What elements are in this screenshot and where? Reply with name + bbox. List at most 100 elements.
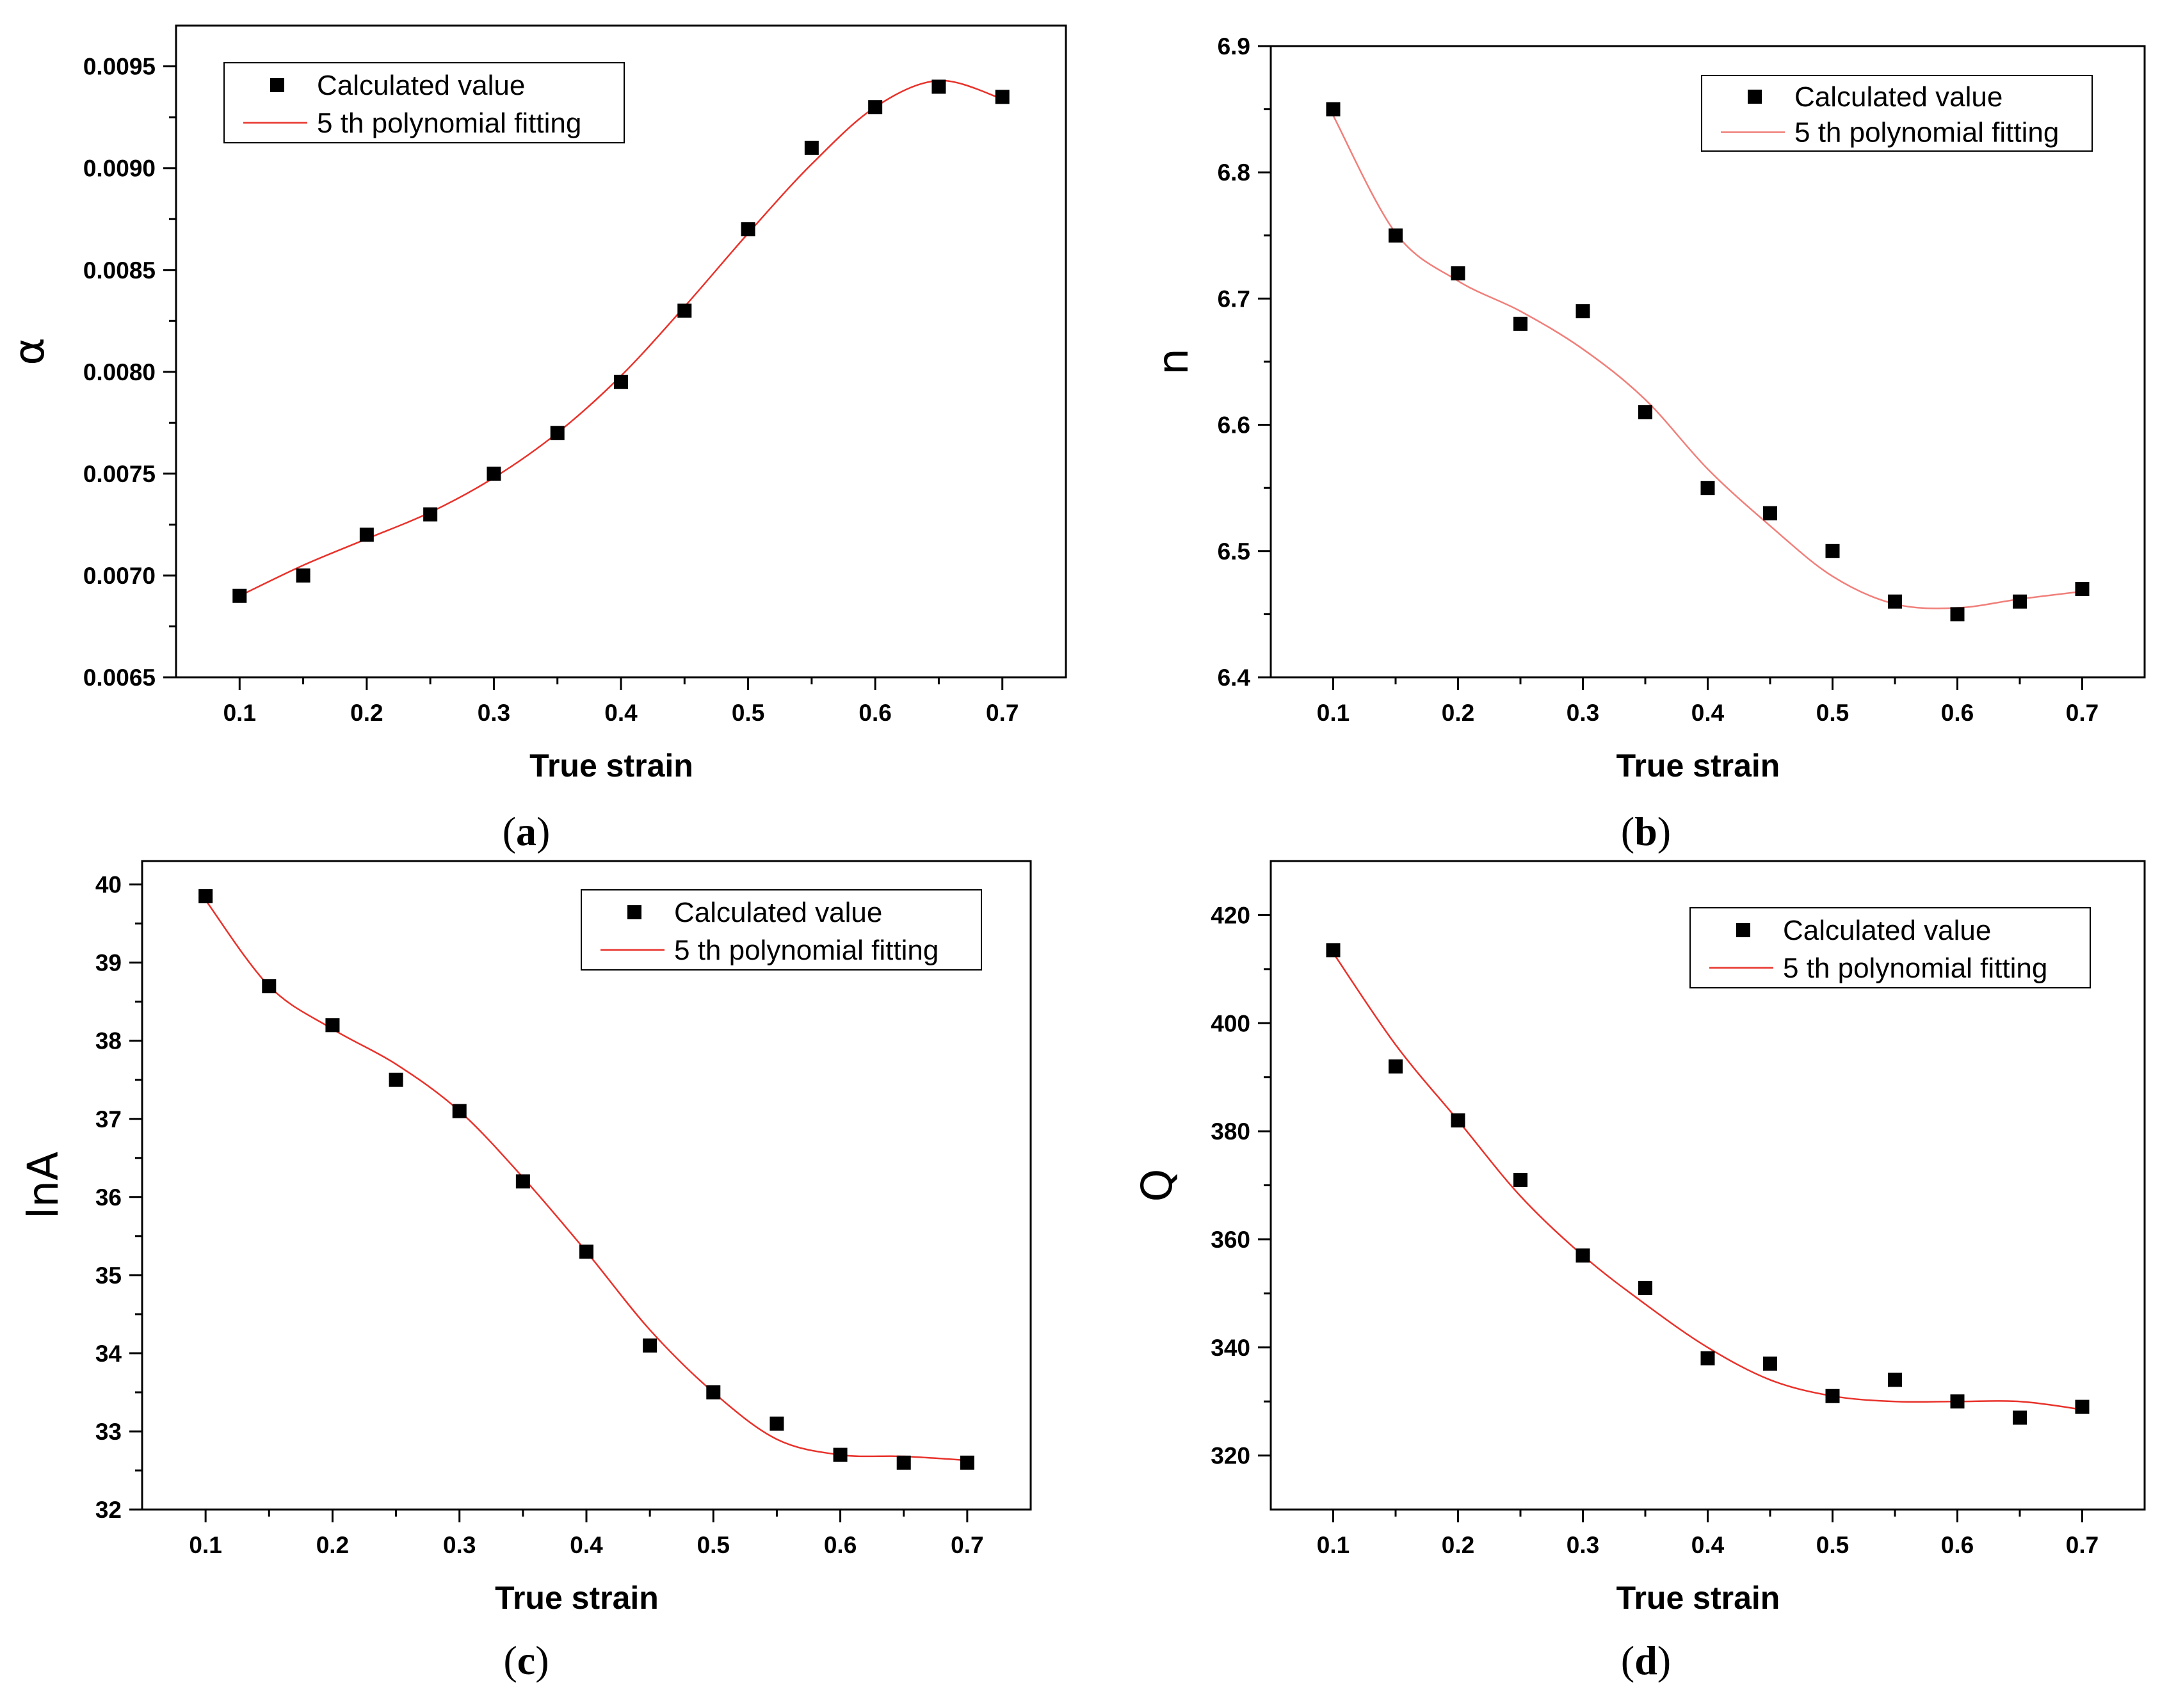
data-point bbox=[579, 1245, 593, 1259]
x-axis-title: True strain bbox=[529, 748, 693, 784]
x-tick-label: 0.3 bbox=[1567, 700, 1599, 726]
chart-panel-c: 0.1 0.2 0.3 0.4 0.5 0.6 0.7 32 33 34 35 36 37 38 39 40 T… bbox=[19, 860, 1032, 1683]
x-tick-label: 0.7 bbox=[986, 700, 1019, 726]
x-tick-label: 0.5 bbox=[697, 1532, 730, 1558]
x-tick-label: 0.1 bbox=[1317, 1532, 1350, 1558]
fit-curve bbox=[1332, 115, 2083, 609]
data-point bbox=[325, 1018, 340, 1033]
legend-label-calculated: Calculated value bbox=[317, 70, 525, 101]
chart-panel-d: 0.1 0.2 0.3 0.4 0.5 0.6 0.7 320 340 360 380 400 420 T… bbox=[1132, 860, 2146, 1683]
x-tick-label: 0.3 bbox=[1567, 1532, 1599, 1558]
x-tick-label: 0.1 bbox=[189, 1532, 222, 1558]
x-tick-label: 0.7 bbox=[2066, 700, 2099, 726]
legend-label-calculated: Calculated value bbox=[1794, 81, 2003, 113]
caption-letter: c bbox=[517, 1638, 535, 1683]
y-tick-label: 0.0095 bbox=[83, 54, 156, 80]
data-point bbox=[614, 375, 628, 389]
x-tick-label: 0.4 bbox=[570, 1532, 603, 1558]
x-tick-label: 0.1 bbox=[223, 700, 256, 726]
x-tick-label: 0.6 bbox=[824, 1532, 857, 1558]
x-tick-label: 0.6 bbox=[1941, 700, 1974, 726]
caption-letter: a bbox=[516, 809, 536, 854]
data-point bbox=[896, 1455, 911, 1470]
fit-curve bbox=[239, 79, 1003, 597]
data-point bbox=[452, 1104, 467, 1118]
y-tick-label: 6.6 bbox=[1218, 412, 1250, 439]
data-point bbox=[1700, 481, 1715, 495]
data-point bbox=[1950, 1394, 1965, 1409]
data-point bbox=[262, 979, 277, 994]
y-tick-label: 36 bbox=[95, 1184, 122, 1211]
data-point bbox=[1451, 266, 1465, 280]
legend-label-fitting: 5 th polynomial fitting bbox=[1794, 117, 2059, 149]
data-point bbox=[833, 1447, 848, 1462]
data-point bbox=[2013, 594, 2027, 609]
x-tick-label: 0.3 bbox=[478, 700, 510, 726]
legend-label-fitting: 5 th polynomial fitting bbox=[317, 108, 581, 139]
y-tick-label: 6.7 bbox=[1218, 286, 1250, 312]
y-tick-label: 0.0085 bbox=[83, 257, 156, 284]
y-tick-label: 420 bbox=[1211, 902, 1250, 928]
y-tick-label: 32 bbox=[95, 1497, 122, 1523]
y-tick-label: 6.5 bbox=[1218, 538, 1250, 565]
panel-caption: (c) bbox=[503, 1638, 549, 1683]
fit-curve bbox=[205, 899, 967, 1462]
legend-label-calculated: Calculated value bbox=[1783, 915, 1991, 946]
y-tick-label: 37 bbox=[95, 1106, 122, 1132]
x-axis-title: True strain bbox=[1616, 1580, 1780, 1616]
data-point bbox=[1326, 102, 1341, 117]
legend: Calculated value 5 th polynomial fitting bbox=[581, 889, 982, 971]
y-tick-label: 340 bbox=[1211, 1335, 1250, 1361]
legend-box bbox=[223, 62, 625, 143]
data-point bbox=[643, 1338, 657, 1353]
data-point bbox=[1825, 544, 1840, 558]
data-point bbox=[1389, 1059, 1403, 1074]
legend-label-calculated: Calculated value bbox=[674, 897, 882, 928]
y-axis-title: Q bbox=[1132, 1169, 1182, 1202]
data-point bbox=[1638, 1280, 1652, 1295]
legend: Calculated value 5 th polynomial fitting bbox=[1689, 907, 2091, 988]
data-point bbox=[868, 100, 883, 115]
legend-label-fitting: 5 th polynomial fitting bbox=[674, 935, 939, 966]
y-tick-label: 35 bbox=[95, 1262, 122, 1289]
x-tick-label: 0.6 bbox=[1941, 1532, 1974, 1558]
data-point bbox=[2075, 581, 2090, 596]
x-tick-label: 0.1 bbox=[1317, 700, 1350, 726]
data-point bbox=[1888, 1373, 1902, 1387]
data-point bbox=[770, 1416, 784, 1431]
x-tick-label: 0.6 bbox=[858, 700, 891, 726]
legend: Calculated value 5 th polynomial fitting bbox=[1701, 75, 2093, 152]
data-point bbox=[677, 303, 692, 318]
data-point bbox=[2013, 1410, 2027, 1425]
data-point bbox=[1700, 1351, 1715, 1366]
y-tick-label: 380 bbox=[1211, 1118, 1250, 1145]
data-point bbox=[1638, 405, 1652, 419]
data-point bbox=[487, 466, 501, 481]
legend-label-fitting: 5 th polynomial fitting bbox=[1783, 953, 2047, 984]
legend-marker bbox=[1736, 923, 1750, 937]
data-point bbox=[550, 426, 565, 440]
legend-box bbox=[1689, 907, 2091, 988]
y-tick-label: 320 bbox=[1211, 1443, 1250, 1469]
y-tick-label: 39 bbox=[95, 950, 122, 976]
x-axis-title: True strain bbox=[1616, 748, 1780, 784]
y-tick-label: 400 bbox=[1211, 1010, 1250, 1036]
y-tick-label: 0.0080 bbox=[83, 359, 156, 385]
data-point bbox=[960, 1455, 974, 1470]
caption-open: ( bbox=[503, 809, 516, 854]
fit-curve bbox=[1332, 952, 2083, 1411]
x-tick-label: 0.4 bbox=[1691, 1532, 1725, 1558]
y-tick-label: 6.8 bbox=[1218, 159, 1250, 186]
data-point bbox=[1763, 506, 1777, 520]
data-point bbox=[232, 588, 247, 603]
data-point bbox=[1513, 316, 1527, 331]
x-tick-label: 0.5 bbox=[1816, 700, 1849, 726]
chart-panel-b: 0.1 0.2 0.3 0.4 0.5 0.6 0.7 6.4 6.5 6.6 6.7 6.8 6.9 T… bbox=[1148, 33, 2146, 854]
data-point bbox=[1513, 1173, 1527, 1188]
y-tick-label: 38 bbox=[95, 1028, 122, 1054]
data-point bbox=[1389, 228, 1403, 243]
data-point bbox=[1888, 594, 1902, 609]
data-point bbox=[804, 140, 819, 155]
caption-letter: d bbox=[1634, 1638, 1657, 1683]
